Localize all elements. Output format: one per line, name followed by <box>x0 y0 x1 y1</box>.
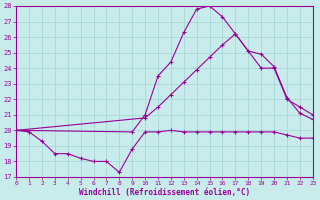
X-axis label: Windchill (Refroidissement éolien,°C): Windchill (Refroidissement éolien,°C) <box>79 188 250 197</box>
